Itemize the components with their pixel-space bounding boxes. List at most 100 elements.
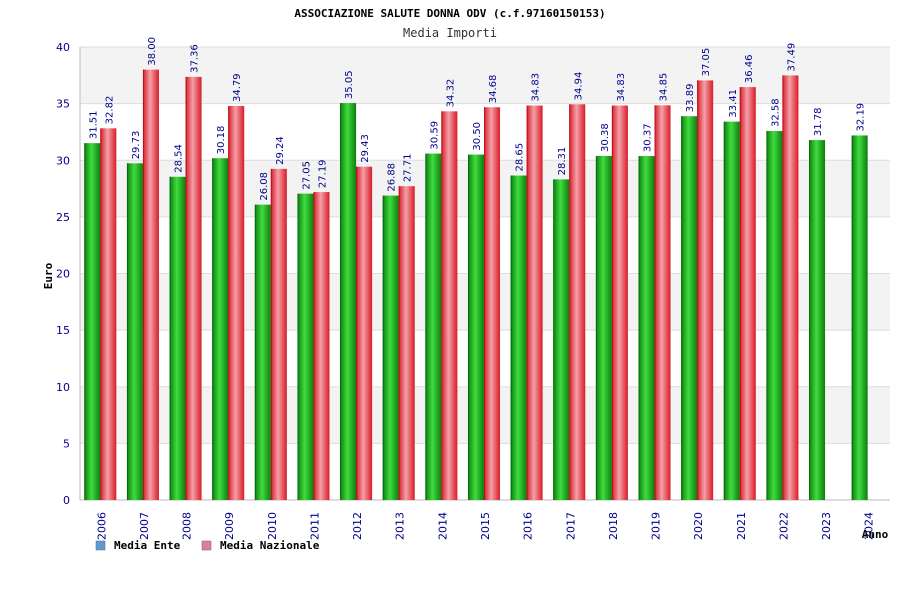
x-tick-label: 2013: [394, 512, 407, 540]
data-label: 29.24: [275, 136, 286, 165]
plot-area: 0 5 10 15 20 25 30 35 40 31.51 32.82 2006 29.73 38.00…: [56, 37, 890, 540]
bar-media-ente: [553, 179, 570, 500]
bar-media-ente: [681, 116, 698, 501]
data-label: 28.31: [557, 147, 568, 176]
data-label: 27.05: [301, 161, 312, 190]
chart-subtitle: Media Importi: [403, 26, 497, 40]
x-tick-label: 2009: [223, 512, 236, 540]
bar-media-ente: [425, 153, 442, 501]
bar-media-nazionale: [654, 105, 671, 500]
data-label: 32.82: [104, 96, 115, 125]
bar-media-nazionale: [441, 111, 458, 501]
data-label: 31.51: [88, 111, 99, 140]
legend: Media Ente Media Nazionale: [95, 539, 320, 552]
data-label: 32.58: [770, 98, 781, 127]
data-label: 33.89: [685, 84, 696, 113]
y-tick-label: 25: [56, 211, 70, 224]
data-label: 34.85: [659, 73, 670, 102]
y-tick-label: 40: [56, 41, 70, 54]
data-label: 30.59: [429, 121, 440, 150]
bar-media-ente: [340, 103, 357, 500]
bar-media-nazionale: [526, 105, 543, 501]
y-tick-label: 10: [56, 381, 70, 394]
bar-media-nazionale: [569, 104, 586, 500]
data-label: 34.79: [232, 73, 243, 102]
data-label: 34.68: [488, 75, 499, 104]
x-tick-label: 2023: [820, 512, 833, 540]
bar-media-ente: [638, 156, 655, 500]
x-tick-label: 2007: [138, 512, 151, 540]
data-label: 30.50: [472, 122, 483, 151]
data-label: 28.54: [174, 144, 185, 173]
bar-media-ente: [126, 163, 143, 501]
y-tick-label: 15: [56, 324, 70, 337]
x-tick-label: 2020: [692, 512, 705, 540]
data-label: 29.43: [360, 134, 371, 163]
data-label: 38.00: [147, 37, 158, 66]
data-label: 30.18: [216, 126, 227, 155]
bar-media-nazionale: [782, 75, 799, 500]
data-label: 35.05: [344, 70, 355, 99]
bar-media-ente: [468, 154, 484, 500]
data-label: 28.65: [515, 143, 526, 172]
y-tick-label: 20: [56, 268, 70, 281]
x-axis-label: Anno: [862, 528, 889, 541]
bar-media-ente: [212, 158, 229, 501]
bar-media-ente: [382, 195, 399, 501]
bar-media-ente: [84, 143, 101, 501]
x-tick-label: 2012: [351, 512, 364, 540]
bar-media-nazionale: [313, 192, 330, 501]
bar-media-nazionale: [739, 87, 756, 500]
data-label: 30.38: [600, 123, 611, 152]
data-label: 26.08: [259, 172, 270, 201]
data-label: 36.46: [744, 54, 755, 83]
bar-media-ente: [297, 193, 314, 500]
data-label: 33.41: [728, 89, 739, 118]
bar-media-ente: [766, 131, 783, 500]
y-tick-label: 0: [63, 494, 70, 507]
bar-media-ente: [809, 140, 826, 501]
bar-media-ente: [851, 135, 868, 501]
data-label: 37.05: [701, 48, 712, 77]
data-label: 37.36: [190, 44, 201, 73]
legend-entry: Media Nazionale: [220, 539, 320, 552]
data-label: 29.73: [131, 131, 142, 160]
x-tick-label: 2024: [863, 512, 876, 540]
data-label: 34.83: [531, 73, 542, 102]
legend-swatch: [201, 540, 212, 551]
x-tick-label: 2006: [95, 512, 108, 540]
x-tick-label: 2018: [607, 512, 620, 540]
data-label: 32.19: [856, 103, 867, 132]
y-tick-label: 30: [56, 154, 70, 167]
bar-media-ente: [510, 175, 527, 500]
bar-media-nazionale: [356, 166, 373, 500]
data-label: 27.19: [317, 159, 328, 188]
bar-media-nazionale: [697, 80, 714, 500]
data-label: 31.78: [813, 107, 824, 136]
data-label: 37.49: [786, 43, 797, 72]
data-label: 26.88: [387, 163, 398, 192]
data-label: 30.37: [643, 123, 654, 152]
data-label: 34.83: [616, 73, 627, 102]
bar-media-nazionale: [228, 106, 245, 501]
x-tick-label: 2021: [735, 512, 748, 540]
x-tick-label: 2019: [650, 512, 663, 540]
y-tick-label: 35: [56, 98, 70, 111]
bar-media-nazionale: [100, 128, 117, 500]
bar-media-ente: [595, 155, 612, 500]
x-tick-label: 2011: [308, 512, 321, 540]
data-label: 34.32: [445, 79, 456, 108]
x-tick-label: 2008: [181, 512, 194, 540]
x-tick-label: 2010: [266, 512, 279, 540]
bar-media-nazionale: [398, 186, 415, 500]
y-axis-label: Euro: [42, 262, 55, 289]
bar-media-nazionale: [270, 168, 287, 500]
x-tick-label: 2016: [522, 512, 535, 540]
bar-media-ente: [723, 121, 740, 501]
y-tick-label: 5: [63, 437, 70, 450]
bar-media-nazionale: [185, 76, 202, 500]
bar-media-ente: [169, 176, 186, 501]
legend-entry: Media Ente: [114, 539, 181, 552]
x-tick-label: 2014: [436, 512, 449, 540]
chart-title: ASSOCIAZIONE SALUTE DONNA ODV (c.f.97160…: [294, 7, 605, 20]
